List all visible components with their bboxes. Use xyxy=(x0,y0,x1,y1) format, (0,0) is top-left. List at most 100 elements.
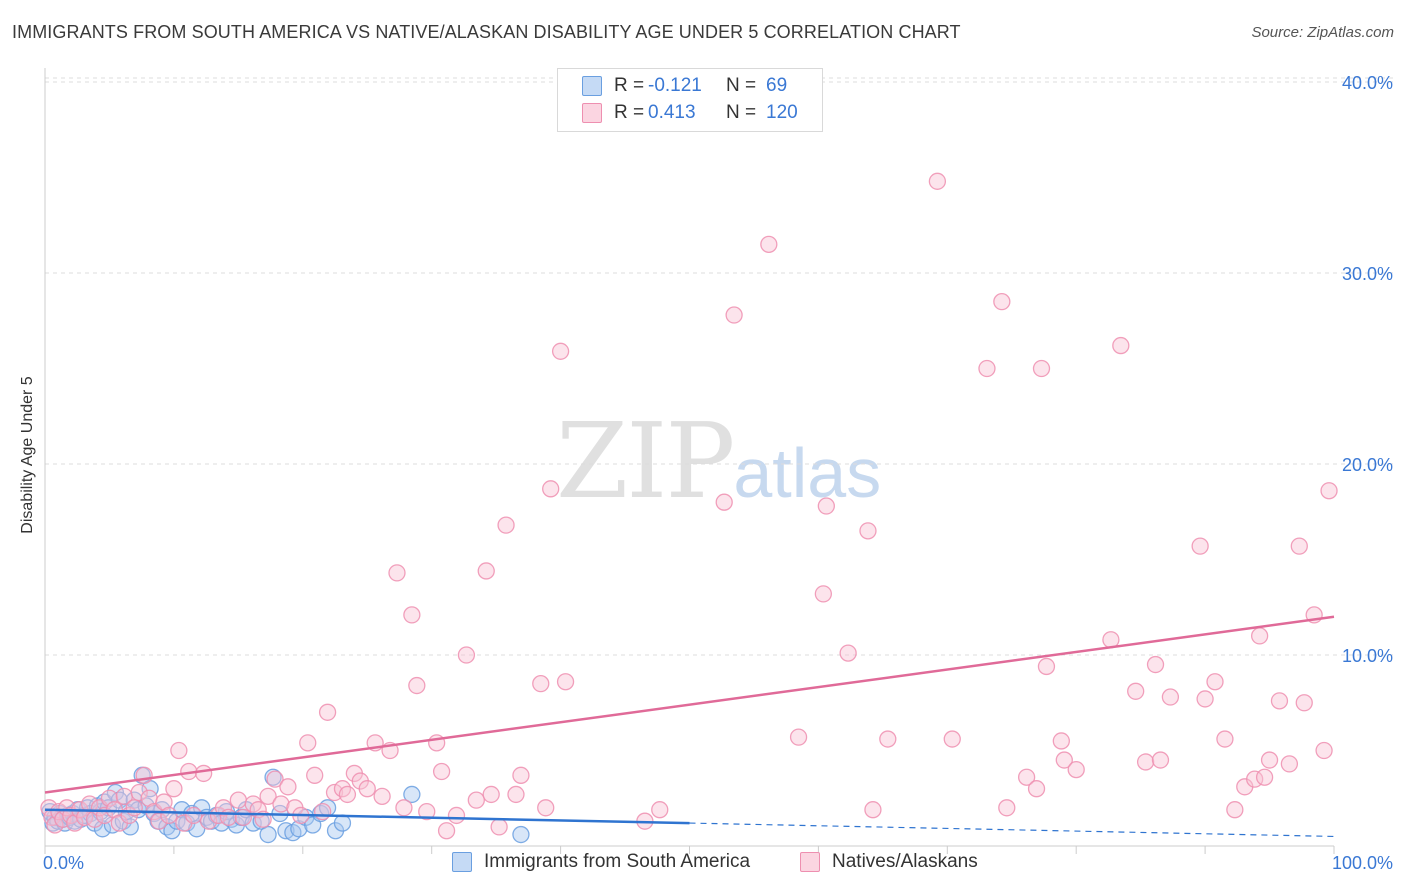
natives-point xyxy=(388,564,406,582)
immigrants-point xyxy=(403,785,421,804)
natives-point xyxy=(1032,359,1051,378)
zipatlas-watermark: ZIPatlas xyxy=(556,400,881,522)
legend-label-natives: Natives/Alaskans xyxy=(832,851,978,872)
natives-point xyxy=(1037,657,1056,676)
y-tick-label: 40.0% xyxy=(1342,73,1393,93)
natives-point xyxy=(993,292,1011,311)
natives-point xyxy=(1127,682,1145,700)
natives-point xyxy=(943,730,961,748)
legend-row-immigrants: R = -0.121 N = 69 xyxy=(582,74,787,98)
immigrants-point xyxy=(259,825,277,844)
natives-point xyxy=(105,801,124,819)
natives-point xyxy=(715,493,733,511)
natives-point xyxy=(1017,768,1036,786)
x-tick-label: 100.0% xyxy=(1332,853,1393,873)
immigrants-trend-extension xyxy=(689,822,1335,838)
natives-point xyxy=(165,780,183,798)
natives-point xyxy=(432,762,451,781)
watermark-zip: ZIP xyxy=(556,400,735,522)
natives-point xyxy=(477,562,495,580)
trend-lines xyxy=(44,615,1335,838)
natives-point xyxy=(859,522,877,540)
legend-swatch-blue xyxy=(582,76,602,96)
natives-point xyxy=(1067,760,1085,779)
natives-point xyxy=(537,799,555,817)
natives-point xyxy=(725,306,743,324)
natives-point xyxy=(170,741,188,760)
natives-point xyxy=(194,764,213,783)
watermark-atlas: atlas xyxy=(733,434,882,512)
natives-point xyxy=(318,703,337,721)
natives-point xyxy=(373,787,391,805)
natives-point xyxy=(214,799,233,817)
natives-point xyxy=(1270,692,1289,710)
natives-point xyxy=(259,787,277,805)
y-axis-label: Disability Age Under 5 xyxy=(19,376,36,534)
legend-swatch-pink xyxy=(582,103,602,123)
legend-r-label: R = xyxy=(614,102,645,123)
natives-point xyxy=(299,734,317,752)
gridlines xyxy=(45,77,1394,656)
natives-point xyxy=(879,730,897,748)
natives-point xyxy=(789,728,808,746)
natives-point xyxy=(1146,655,1165,674)
natives-point xyxy=(279,778,297,796)
x-tick-label: 0.0% xyxy=(43,853,84,873)
natives-point xyxy=(418,802,436,821)
legend-item-immigrants: Immigrants from South America xyxy=(452,851,750,873)
immigrants-point xyxy=(277,822,295,840)
legend-item-natives: Natives/Alaskans xyxy=(800,851,978,873)
natives-point xyxy=(1161,688,1180,706)
natives-point xyxy=(532,675,550,693)
natives-point xyxy=(185,806,203,825)
natives-point xyxy=(839,644,857,662)
natives-point xyxy=(507,785,525,804)
natives-point xyxy=(551,342,570,360)
natives-point xyxy=(66,814,84,832)
natives-point xyxy=(1320,482,1338,500)
natives-point xyxy=(1191,537,1209,555)
y-tick-label: 20.0% xyxy=(1342,455,1393,475)
natives-point xyxy=(482,785,500,804)
natives-point xyxy=(80,795,99,813)
natives-point xyxy=(1280,755,1299,773)
natives-point xyxy=(814,585,833,603)
natives-point xyxy=(497,516,515,534)
natives-point xyxy=(40,799,58,817)
natives-point xyxy=(408,676,426,695)
tick-labels: 10.0% 20.0% 30.0% 40.0% 0.0% 100.0% xyxy=(43,73,1393,873)
natives-point xyxy=(1255,768,1274,786)
natives-point xyxy=(229,791,248,809)
legend-n-value: 120 xyxy=(766,102,798,123)
natives-point xyxy=(1260,751,1279,769)
natives-point xyxy=(403,606,421,624)
chart-title: IMMIGRANTS FROM SOUTH AMERICA VS NATIVE/… xyxy=(12,22,961,42)
natives-point xyxy=(928,172,947,190)
natives-point xyxy=(490,818,508,836)
natives-point xyxy=(1290,537,1308,555)
correlation-legend: R = -0.121 N = 69 R = 0.413 N = 120 xyxy=(557,68,823,132)
natives-trend-line xyxy=(44,615,1335,794)
legend-n-label: N = xyxy=(726,102,757,123)
natives-point xyxy=(1206,673,1224,691)
natives-point xyxy=(457,646,476,664)
series-legend: Immigrants from South America Natives/Al… xyxy=(0,851,1406,877)
natives-point xyxy=(467,791,485,809)
immigrants-point xyxy=(333,814,352,832)
natives-point xyxy=(447,806,466,825)
natives-point xyxy=(313,802,332,821)
legend-label-immigrants: Immigrants from South America xyxy=(484,851,751,872)
natives-point xyxy=(1151,751,1170,769)
immigrants-trend-line xyxy=(44,808,690,825)
natives-point xyxy=(542,480,560,498)
natives-point xyxy=(306,766,324,784)
natives-point xyxy=(817,497,835,515)
natives-point xyxy=(1055,751,1073,769)
natives-point xyxy=(1136,753,1155,771)
natives-point xyxy=(556,673,575,691)
legend-r-value: -0.121 xyxy=(648,75,702,96)
natives-point xyxy=(325,783,344,802)
natives-point xyxy=(512,766,530,784)
natives-point xyxy=(998,799,1016,817)
natives-point xyxy=(864,801,882,819)
